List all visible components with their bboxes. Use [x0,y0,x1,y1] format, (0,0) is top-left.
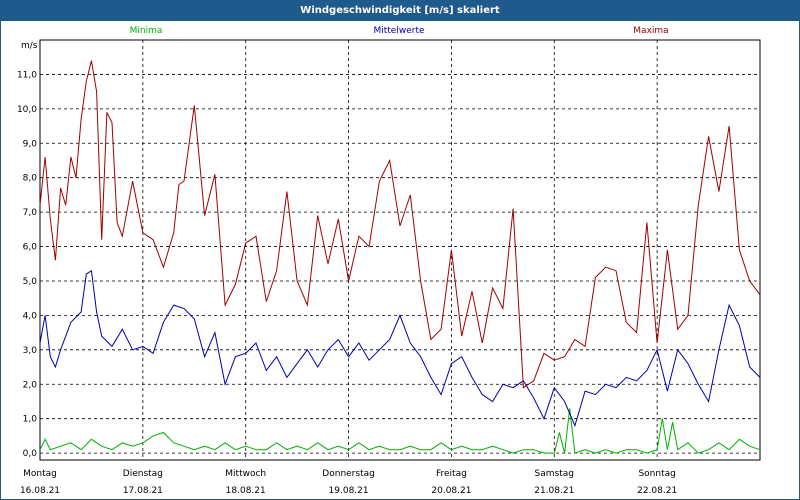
x-tick-day: Samstag [535,469,574,479]
y-tick-label: 5,0 [23,277,38,287]
x-tick-day: Sonntag [638,469,675,479]
x-tick-date: 22.08.21 [637,486,677,496]
y-axis-unit: m/s [21,41,38,51]
x-tick-date: 20.08.21 [431,486,471,496]
chart-title: Windgeschwindigkeit [m/s] skaliert [1,1,799,21]
x-tick-day: Montag [23,469,57,479]
legend-minima: Minima [129,26,163,36]
series-line-maxima [39,60,761,389]
x-tick-day: Dienstag [123,469,163,479]
plot-area [39,39,761,461]
y-tick-label: 11,0 [17,70,37,80]
y-tick-label: 6,0 [23,243,38,253]
y-tick-label: 10,0 [17,105,37,115]
x-tick-day: Freitag [436,469,467,479]
x-tick-date: 19.08.21 [329,486,369,496]
y-tick-label: 1,0 [23,415,38,425]
y-tick-label: 2,0 [23,380,38,390]
x-tick-date: 16.08.21 [20,486,60,496]
series-line-mittelwerte [39,269,761,428]
legend-mittelwerte: Mittelwerte [373,26,425,36]
y-tick-label: 4,0 [23,311,38,321]
y-tick-label: 7,0 [23,208,38,218]
x-tick-date: 18.08.21 [226,486,266,496]
x-tick-day: Mittwoch [225,469,266,479]
x-tick-date: 21.08.21 [534,486,574,496]
y-tick-label: 8,0 [23,174,38,184]
series-line-minima [39,408,761,454]
y-tick-label: 0,0 [23,449,38,459]
x-tick-date: 17.08.21 [123,486,163,496]
y-tick-label: 9,0 [23,139,38,149]
legend-maxima: Maxima [633,26,669,36]
x-tick-day: Donnerstag [322,469,375,479]
y-tick-label: 3,0 [23,346,38,356]
